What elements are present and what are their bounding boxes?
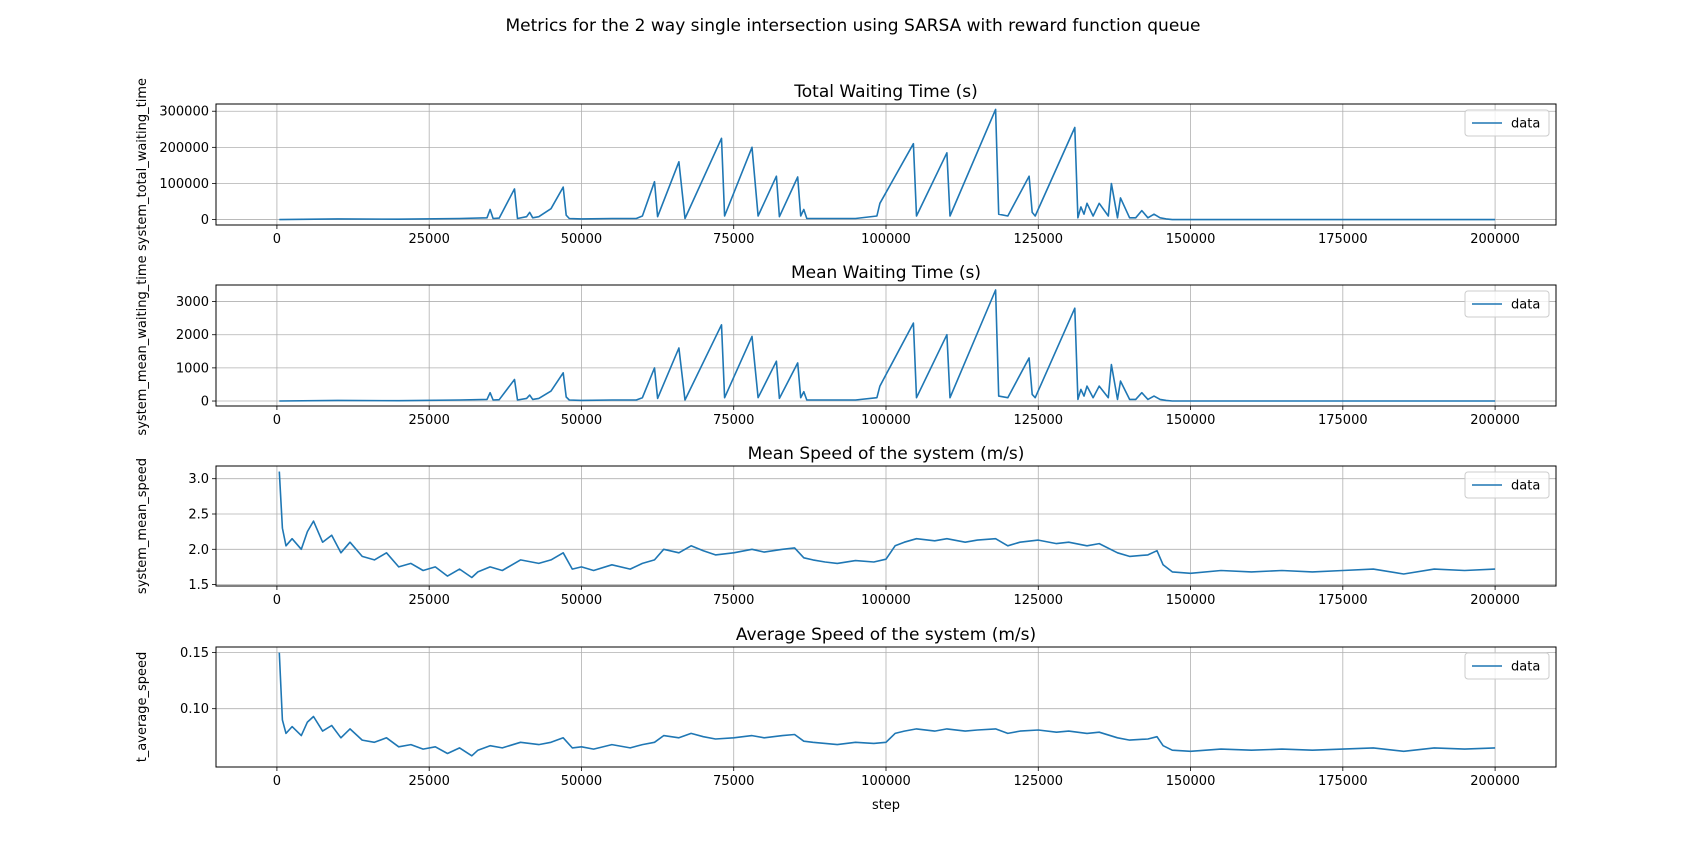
y-tick-label: 3000 [176,295,209,310]
x-tick-label: 75000 [713,774,754,789]
x-tick-label: 125000 [1013,413,1063,428]
x-tick-label: 175000 [1318,413,1368,428]
legend-box [1464,290,1550,318]
x-tick-label: 175000 [1318,593,1368,608]
axes-frame [215,284,1557,407]
y-tick-label: 2.5 [188,508,209,523]
legend-label: data [1511,479,1540,494]
x-tick-label: 175000 [1318,774,1368,789]
subplot-1: Total Waiting Time (s) 0 25000 50000 75000 10… [135,78,1557,251]
subplot-3: Mean Speed of the system (m/s) 0 25000 5000… [135,444,1557,608]
y-axis-label: t_average_speed [135,652,150,763]
subplot-2: Mean Waiting Time (s) 0 25000 50000 75000 100… [135,255,1557,436]
x-tick-label: 150000 [1166,413,1216,428]
x-tick-label: 50000 [561,593,602,608]
x-tick-label: 200000 [1470,774,1520,789]
legend-label: data [1511,117,1540,132]
subplots: Total Waiting Time (s) 0 25000 50000 75000 10… [135,78,1557,789]
axes-frame [215,646,1557,768]
x-tick-label: 100000 [861,413,911,428]
x-tick-label: 200000 [1470,413,1520,428]
y-tick-label: 2000 [176,328,209,343]
figure-suptitle: Metrics for the 2 way single intersectio… [505,16,1200,36]
x-tick-label: 0 [273,774,281,789]
y-tick-label: 1000 [176,361,209,376]
x-tick-label: 75000 [713,593,754,608]
figure-xlabel: step [872,798,900,813]
x-tick-label: 100000 [861,232,911,247]
y-tick-label: 3.0 [188,472,209,487]
x-tick-label: 50000 [561,232,602,247]
series-line-1 [279,289,1496,402]
series-line-1 [278,652,1496,757]
y-tick-label: 0 [201,213,209,228]
y-tick-label: 0.15 [180,646,209,661]
y-tick-label: 100000 [159,177,209,192]
legend: data [1464,109,1550,137]
y-axis-label: system_mean_speed [135,458,150,594]
y-tick-label: 2.0 [188,543,209,558]
subplot-title: Total Waiting Time (s) [793,82,977,102]
legend: data [1464,652,1550,680]
legend-label: data [1511,660,1540,675]
y-axis-label: system_total_waiting_time [135,78,150,251]
x-tick-label: 100000 [861,593,911,608]
y-axis-label: system_mean_waiting_time [135,255,150,435]
x-tick-label: 50000 [561,774,602,789]
legend-box [1464,471,1550,499]
legend: data [1464,290,1550,318]
x-tick-label: 125000 [1013,232,1063,247]
legend-box [1464,652,1550,680]
x-tick-label: 25000 [409,774,450,789]
x-tick-label: 100000 [861,774,911,789]
y-tick-label: 200000 [159,141,209,156]
x-tick-label: 150000 [1166,232,1216,247]
legend-label: data [1511,298,1540,313]
series-line-1 [278,471,1496,579]
series-line-1 [279,108,1496,221]
x-tick-label: 200000 [1470,593,1520,608]
y-tick-label: 0 [201,395,209,410]
x-tick-label: 25000 [409,593,450,608]
x-tick-label: 0 [273,593,281,608]
x-tick-label: 150000 [1166,774,1216,789]
x-tick-label: 75000 [713,413,754,428]
x-tick-label: 125000 [1013,593,1063,608]
x-tick-label: 125000 [1013,774,1063,789]
x-tick-label: 25000 [409,413,450,428]
y-tick-label: 0.10 [180,702,209,717]
y-tick-label: 1.5 [188,578,209,593]
subplot-title: Mean Waiting Time (s) [791,263,981,283]
axes-frame [215,103,1557,226]
x-tick-label: 25000 [409,232,450,247]
subplot-title: Average Speed of the system (m/s) [736,625,1036,645]
x-tick-label: 0 [273,232,281,247]
legend-box [1464,109,1550,137]
x-tick-label: 75000 [713,232,754,247]
x-tick-label: 50000 [561,413,602,428]
legend: data [1464,471,1550,499]
x-tick-label: 150000 [1166,593,1216,608]
x-tick-label: 0 [273,413,281,428]
subplot-title: Mean Speed of the system (m/s) [748,444,1025,464]
y-tick-label: 300000 [159,105,209,120]
axes-frame [215,465,1557,587]
subplot-4: Average Speed of the system (m/s) 0 25000 5… [135,625,1557,789]
x-tick-label: 175000 [1318,232,1368,247]
x-tick-label: 200000 [1470,232,1520,247]
